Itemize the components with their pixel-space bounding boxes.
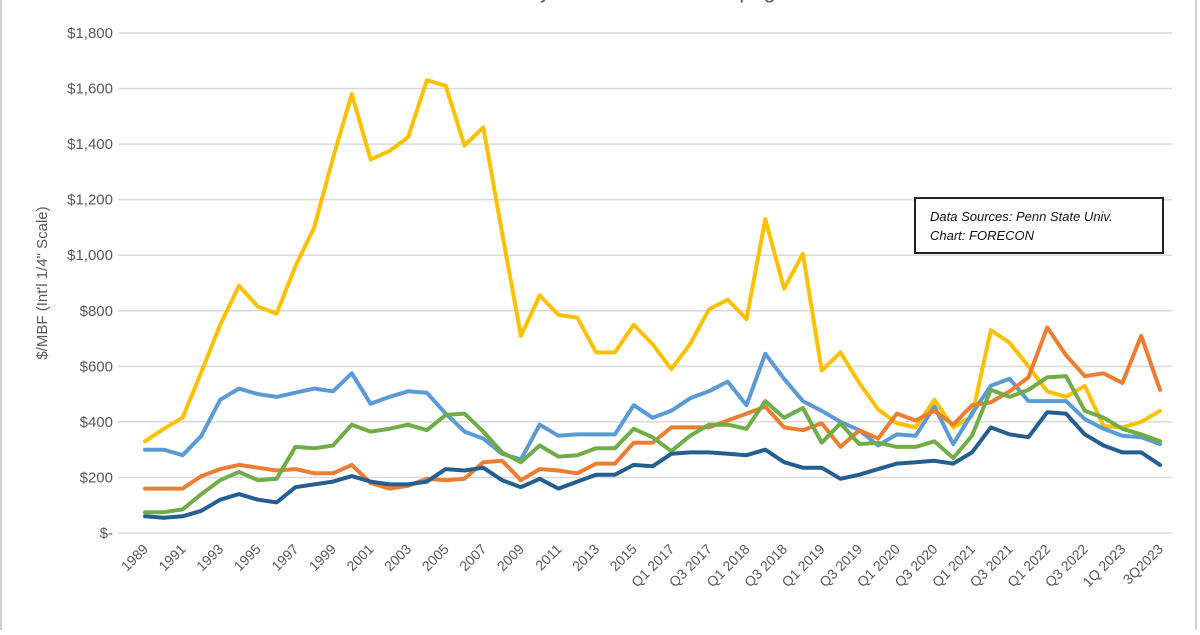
data-series xyxy=(143,78,1162,520)
series-line xyxy=(143,351,1162,462)
y-tick-label: $400 xyxy=(80,414,113,431)
y-axis-ticks: $- $200 $400 $600 $800 $1,000 $1,200 $1,400 $1,6… xyxy=(67,25,113,542)
series-line xyxy=(143,78,1162,444)
y-tick-label: $1,200 xyxy=(67,192,113,209)
series-line xyxy=(143,374,1162,515)
y-tick-label: $1,600 xyxy=(67,81,113,98)
y-axis-label: $/MBF (Int'l 1/4" Scale) xyxy=(34,206,51,359)
y-tick-label: $- xyxy=(100,525,113,542)
note-line-sources: Data Sources: Penn State Univ. xyxy=(930,209,1113,224)
series-line xyxy=(143,410,1162,520)
y-tick-label: $200 xyxy=(80,469,113,486)
y-tick-label: $600 xyxy=(80,358,113,375)
chart-title: Northwestern Pennsylvania Timber Stumpag… xyxy=(341,0,856,3)
gridlines xyxy=(118,32,1172,534)
y-tick-label: $1,400 xyxy=(67,136,113,153)
data-source-note: Data Sources: Penn State Univ. Chart: FO… xyxy=(914,197,1164,254)
y-tick-label: $800 xyxy=(80,303,113,320)
y-tick-label: $1,000 xyxy=(67,247,113,264)
y-tick-label: $1,800 xyxy=(67,25,113,42)
note-line-chart-credit: Chart: FORECON xyxy=(930,228,1035,243)
series-line xyxy=(143,325,1162,491)
